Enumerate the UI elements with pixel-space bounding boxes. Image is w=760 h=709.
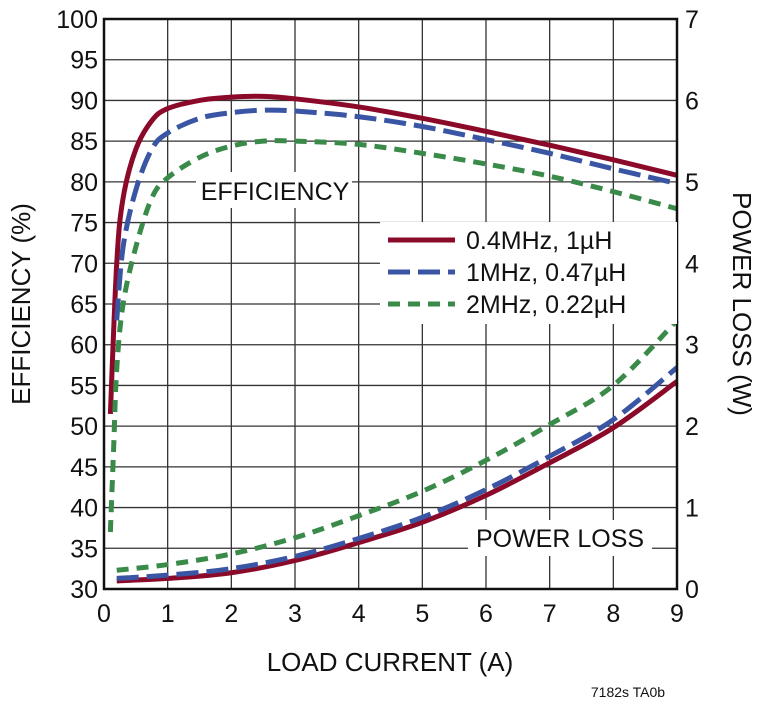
y-tick-label: 100 (56, 6, 98, 34)
x-tick-label: 6 (479, 600, 493, 628)
x-tick-label: 9 (670, 600, 684, 628)
y2-axis-label: POWER LOSS (W) (727, 192, 757, 416)
y-tick-label: 45 (70, 454, 98, 482)
y-tick-label: 60 (70, 332, 98, 360)
tick-labels: 0 1 2 3 4 5 6 7 8 9303540455055606570758085909510… (56, 6, 699, 628)
y2-tick-label: 7 (685, 6, 699, 34)
power-loss-curve-0 (116, 379, 679, 584)
legend-label-1: 1MHz, 0.47µH (466, 259, 626, 287)
x-tick-label: 8 (606, 600, 620, 628)
y2-tick-label: 6 (685, 87, 699, 115)
legend-label-0: 0.4MHz, 1µH (466, 227, 612, 255)
efficiency-curve-2 (107, 138, 678, 533)
curves (107, 93, 679, 584)
footnote: 7182s TA0b (591, 684, 665, 700)
y-tick-label: 55 (70, 372, 98, 400)
y-axis-label: EFFICIENCY (%) (6, 203, 36, 405)
legend-label-2: 2MHz, 0.22µH (466, 291, 626, 319)
x-tick-label: 1 (161, 600, 175, 628)
efficiency-annotation: EFFICIENCY (201, 178, 350, 206)
y-tick-label: 30 (70, 576, 98, 604)
efficiency-curve-0 (107, 93, 678, 415)
x-tick-label: 3 (288, 600, 302, 628)
y2-tick-label: 1 (685, 495, 699, 523)
legend: 0.4MHz, 1µH 1MHz, 0.47µH 2MHz, 0.22µH (380, 222, 677, 324)
y-tick-label: 95 (70, 47, 98, 75)
y-tick-label: 90 (70, 87, 98, 115)
y2-tick-label: 4 (685, 250, 699, 278)
efficiency-label-bg (196, 172, 352, 208)
y-tick-label: 65 (70, 291, 98, 319)
x-tick-label: 5 (415, 600, 429, 628)
y-tick-label: 35 (70, 535, 98, 563)
x-tick-label: 7 (543, 600, 557, 628)
y2-tick-label: 0 (685, 576, 699, 604)
y-tick-label: 75 (70, 210, 98, 238)
y-tick-label: 40 (70, 495, 98, 523)
power-loss-curve-2 (116, 318, 679, 573)
power-loss-label-bg (468, 520, 652, 556)
power-loss-curve-1 (116, 365, 679, 581)
y-tick-label: 70 (70, 250, 98, 278)
y-tick-label: 50 (70, 413, 98, 441)
x-tick-label: 4 (352, 600, 366, 628)
efficiency-curve-1 (114, 107, 678, 321)
y2-tick-label: 2 (685, 413, 699, 441)
power-loss-annotation: POWER LOSS (476, 525, 644, 553)
y2-tick-label: 5 (685, 169, 699, 197)
x-tick-label: 0 (97, 600, 111, 628)
y-tick-label: 85 (70, 128, 98, 156)
y2-tick-label: 3 (685, 332, 699, 360)
x-axis-label: LOAD CURRENT (A) (267, 647, 514, 677)
y-tick-label: 80 (70, 169, 98, 197)
x-tick-label: 2 (224, 600, 238, 628)
